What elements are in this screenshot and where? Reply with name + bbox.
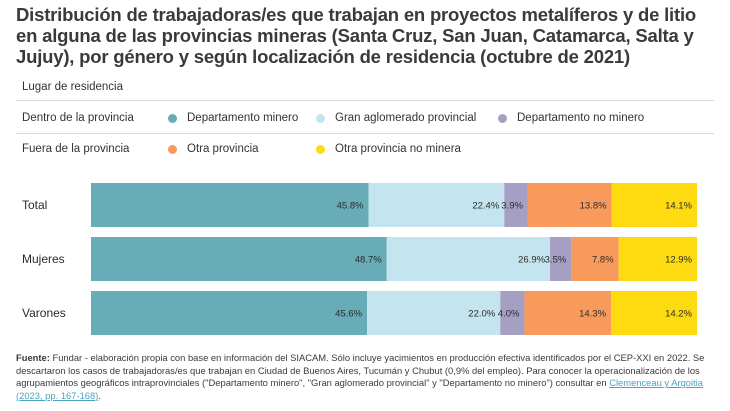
bar-segment bbox=[91, 183, 369, 227]
circle-dot-icon bbox=[168, 144, 177, 154]
data-label: 4.0% bbox=[498, 309, 520, 320]
data-label: 48.7% bbox=[355, 255, 382, 266]
bar-segment bbox=[527, 183, 612, 227]
bar-segment bbox=[504, 183, 528, 227]
category-label: Varones bbox=[22, 306, 66, 320]
legend-divider bbox=[16, 100, 714, 101]
data-label: 14.2% bbox=[665, 309, 692, 320]
legend-item-otra-provincia-no-minera: Otra provincia no minera bbox=[316, 143, 461, 155]
legend-divider bbox=[16, 133, 714, 134]
circle-dot-icon bbox=[168, 113, 177, 123]
data-label: 22.0% bbox=[468, 309, 495, 320]
category-label: Total bbox=[22, 198, 47, 212]
legend-item-departamento-no-minero: Departamento no minero bbox=[498, 112, 644, 124]
chart-title: Distribución de trabajadoras/es que trab… bbox=[16, 4, 696, 67]
footnote-label: Fuente: bbox=[16, 352, 50, 363]
circle-dot-icon bbox=[316, 113, 325, 123]
bar-segment bbox=[611, 291, 697, 335]
bar-segment bbox=[367, 291, 501, 335]
legend-item-gran-aglomerado: Gran aglomerado provincial bbox=[316, 112, 476, 124]
legend-group-label: Fuera de la provincia bbox=[22, 143, 130, 155]
legend-item-departamento-minero: Departamento minero bbox=[168, 112, 298, 124]
bar-segment bbox=[524, 291, 612, 335]
bar-segment bbox=[386, 237, 551, 281]
bar-segment bbox=[500, 291, 525, 335]
footnote: Fuente: Fundar - elaboración propia con … bbox=[16, 352, 716, 402]
legend-item-label: Gran aglomerado provincial bbox=[335, 112, 477, 124]
bar-segment bbox=[550, 237, 572, 281]
data-label: 45.6% bbox=[335, 309, 362, 320]
bar-segment bbox=[571, 237, 619, 281]
legend-item-otra-provincia: Otra provincia bbox=[168, 143, 259, 155]
bar-segment bbox=[91, 237, 387, 281]
stacked-bar-chart: Total 45.8% 22.4% 3.9% 13.8% 14.1% Mujeres 48.7… bbox=[22, 183, 697, 335]
bar-segment bbox=[91, 291, 368, 335]
data-label: 14.3% bbox=[579, 309, 606, 320]
data-label: 26.9% bbox=[518, 255, 545, 266]
reference-link[interactable]: Clemenceau y Argoitia (2023, pp. 167-168… bbox=[16, 377, 703, 401]
legend-group-label: Dentro de la provincia bbox=[22, 112, 134, 124]
data-label: 3.5% bbox=[545, 255, 567, 266]
legend-item-label: Departamento no minero bbox=[517, 112, 645, 124]
data-label: 14.1% bbox=[665, 201, 692, 212]
data-label: 13.8% bbox=[580, 201, 607, 212]
legend-item-label: Departamento minero bbox=[187, 112, 299, 124]
legend-item-label: Otra provincia bbox=[187, 143, 259, 155]
category-label: Mujeres bbox=[22, 252, 65, 266]
footnote-text: Fundar - elaboración propia con base en … bbox=[16, 352, 705, 389]
data-label: 45.8% bbox=[337, 201, 364, 212]
footnote-end: . bbox=[98, 389, 101, 401]
data-label: 3.9% bbox=[501, 201, 523, 212]
circle-dot-icon bbox=[498, 113, 507, 123]
data-label: 12.9% bbox=[665, 255, 692, 266]
circle-dot-icon bbox=[316, 144, 325, 154]
legend-item-label: Otra provincia no minera bbox=[335, 143, 461, 155]
bar-segment bbox=[368, 183, 505, 227]
bar-segment bbox=[618, 237, 697, 281]
bar-segment bbox=[611, 183, 697, 227]
legend-heading: Lugar de residencia bbox=[22, 81, 124, 93]
data-label: 7.8% bbox=[592, 255, 614, 266]
data-label: 22.4% bbox=[472, 201, 499, 212]
